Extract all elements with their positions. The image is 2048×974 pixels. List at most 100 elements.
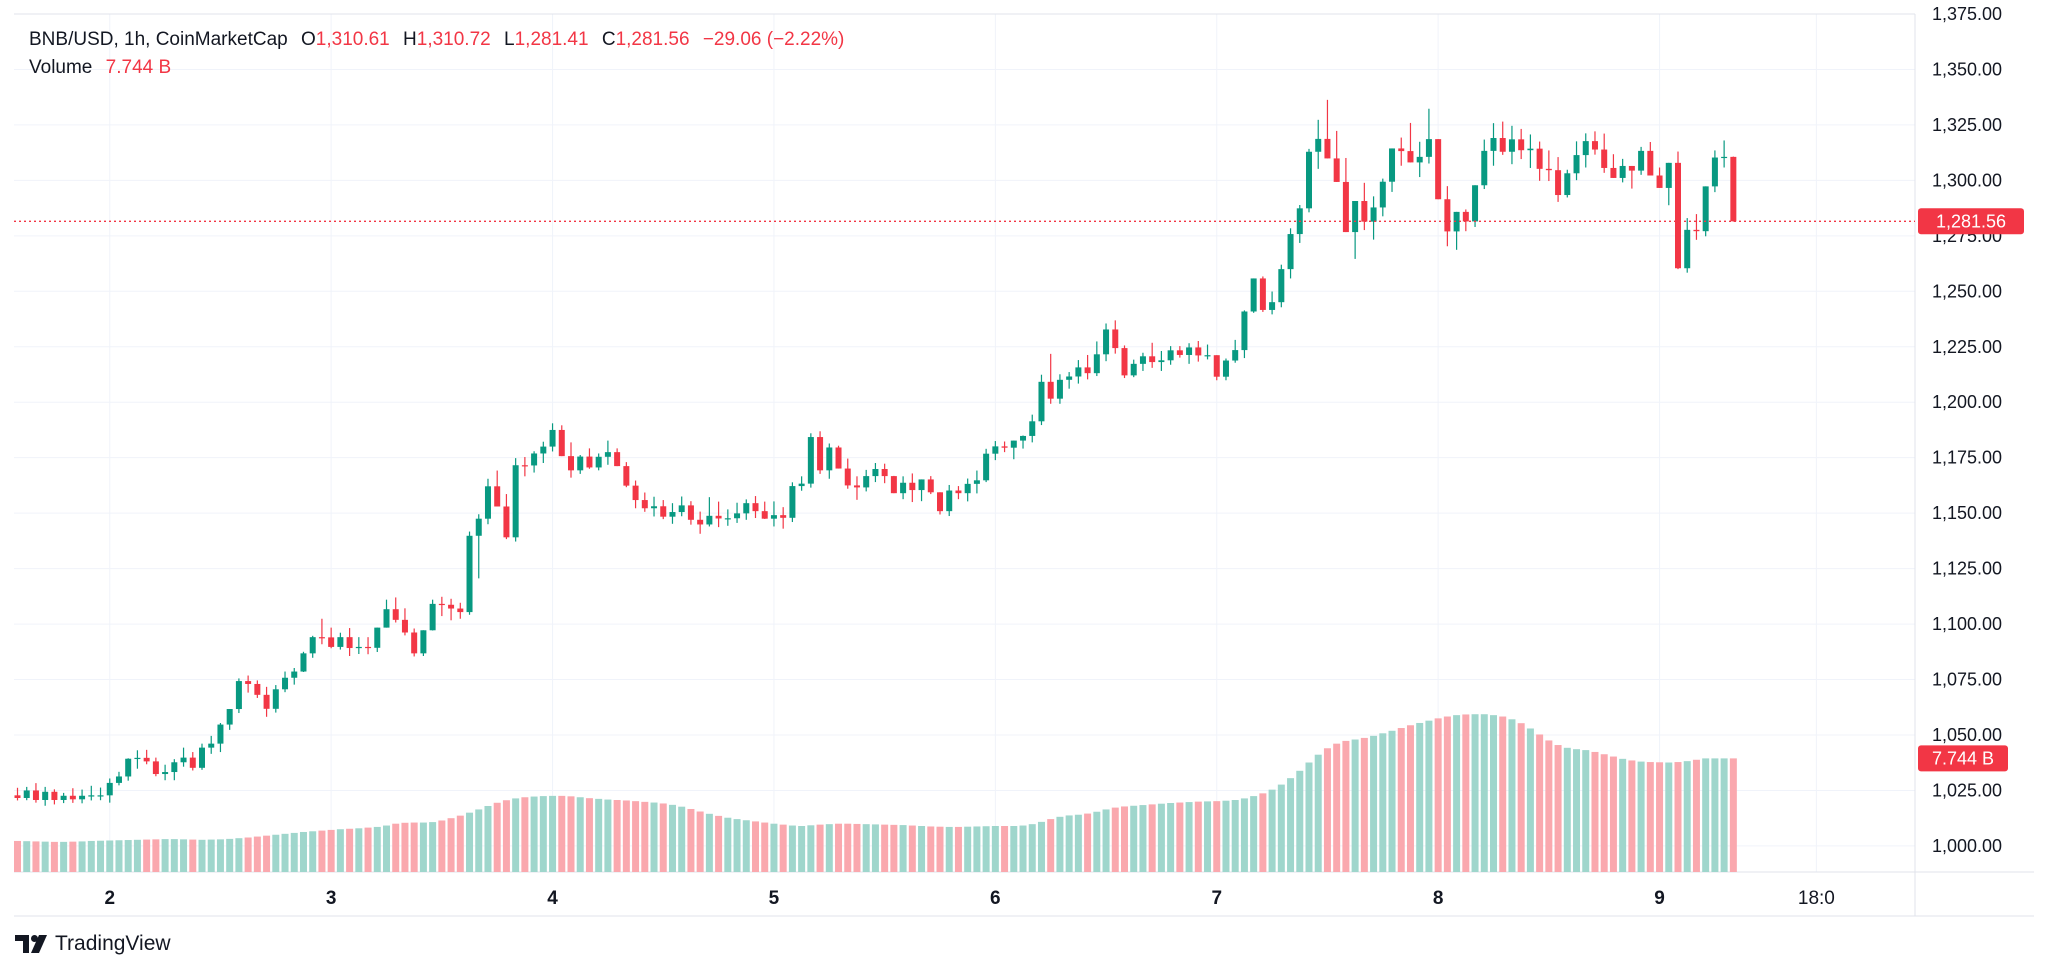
candle-body — [355, 646, 362, 649]
candle — [1195, 340, 1202, 362]
volume-bar — [982, 826, 990, 872]
volume-bar — [1360, 737, 1368, 872]
volume-bar — [336, 829, 344, 872]
candle — [890, 475, 897, 494]
candle — [706, 497, 713, 527]
volume-bar — [189, 839, 197, 872]
candle-body — [1038, 381, 1045, 422]
candle-body — [466, 535, 473, 613]
candle-body — [1361, 201, 1368, 222]
candle — [355, 637, 362, 655]
candle — [143, 749, 150, 765]
volume-bar — [438, 820, 446, 872]
candle-body — [125, 758, 132, 777]
candle — [318, 618, 325, 645]
candle-body — [51, 791, 58, 800]
candle — [1269, 291, 1276, 315]
volume-bar — [1406, 725, 1414, 872]
candle-body — [1056, 379, 1063, 399]
candle — [1721, 140, 1728, 168]
candle — [1693, 214, 1700, 240]
volume-bar — [576, 797, 584, 872]
symbol-title[interactable]: BNB/USD, 1h, CoinMarketCap — [29, 29, 288, 50]
price-axis[interactable]: 1,375.001,350.001,325.001,300.001,275.00… — [1932, 4, 2002, 856]
volume-label[interactable]: Volume — [29, 57, 93, 78]
volume-badge-label: 7.744 B — [1932, 748, 1994, 768]
candle — [189, 752, 196, 771]
candle — [900, 476, 907, 500]
candle-body — [614, 452, 621, 467]
volume-bar — [1637, 761, 1645, 872]
candle — [946, 484, 953, 517]
candle-body — [60, 795, 67, 800]
x-tick-label: 4 — [547, 888, 558, 909]
last-price-badge: 1,281.56 — [1918, 208, 2024, 235]
candle-body — [475, 518, 482, 536]
candle — [1675, 151, 1681, 270]
volume-bar — [1130, 805, 1138, 872]
high-value: 1,310.72 — [416, 29, 491, 50]
candle — [1610, 154, 1617, 178]
candle — [1186, 343, 1193, 364]
volume-bar — [263, 835, 271, 872]
candle — [1601, 133, 1608, 173]
time-axis[interactable]: 2 3 4 5 6 7 8 9 18:0 — [104, 888, 1834, 909]
candle — [1333, 130, 1340, 182]
candle — [1066, 372, 1073, 389]
candle-body — [1564, 173, 1571, 196]
candle-body — [1370, 207, 1377, 222]
candle — [641, 492, 648, 512]
volume-bar — [1213, 801, 1221, 872]
candle-body — [853, 485, 860, 488]
volume-bar — [1628, 760, 1636, 872]
volume-bar — [106, 840, 114, 872]
candle-body — [245, 681, 252, 684]
candle-body — [1241, 311, 1248, 351]
candle — [1444, 186, 1451, 247]
volume-bar — [650, 802, 658, 872]
tradingview-logo[interactable]: TradingView — [15, 932, 171, 956]
candle-body — [162, 772, 169, 775]
volume-bar — [585, 798, 593, 872]
volume-bar — [401, 822, 409, 872]
y-tick-label: 1,375.00 — [1932, 4, 2002, 24]
candle — [1518, 128, 1525, 160]
candle-body — [1167, 350, 1174, 361]
candle — [494, 470, 501, 507]
volume-bar — [890, 824, 898, 872]
volume-bar — [1683, 761, 1691, 872]
candle-body — [484, 486, 491, 519]
candle-body — [272, 689, 279, 709]
volume-bar — [1545, 740, 1553, 872]
candle — [1407, 122, 1414, 163]
candle — [1176, 346, 1183, 358]
volume-bar — [318, 830, 326, 872]
candle-body — [1675, 162, 1681, 269]
candle — [208, 735, 215, 754]
volume-bar — [1563, 747, 1571, 872]
volume-bar — [1074, 814, 1082, 872]
volume-bar — [936, 826, 944, 872]
candle-body — [1628, 165, 1635, 171]
candle — [614, 448, 621, 467]
volume-bar — [825, 824, 833, 872]
volume-bar — [419, 822, 427, 872]
candle-body — [226, 709, 233, 725]
candle-body — [32, 790, 39, 800]
volume-bar — [1333, 743, 1341, 872]
candle-body — [1315, 138, 1322, 152]
candle — [1324, 99, 1331, 159]
volume-bar — [788, 825, 796, 872]
candle-body — [789, 486, 796, 518]
x-tick-label: 9 — [1654, 888, 1665, 909]
volume-bar — [32, 841, 40, 872]
volume-bar — [595, 798, 603, 872]
candle-body — [1398, 148, 1405, 152]
volume-bar — [1250, 796, 1258, 872]
volume-bar — [1167, 803, 1175, 872]
candle-body — [568, 456, 574, 471]
candle — [1527, 134, 1534, 168]
candle — [346, 628, 353, 657]
candlesticks — [14, 99, 1737, 806]
candle-body — [1490, 138, 1497, 151]
